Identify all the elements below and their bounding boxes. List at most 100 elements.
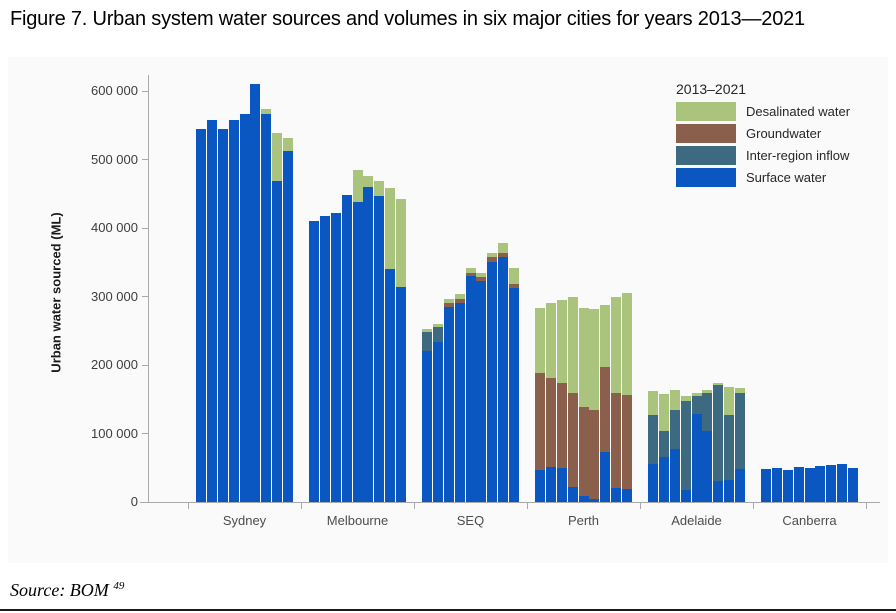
bar-segment (647, 391, 658, 415)
bar-segment (385, 187, 396, 270)
bar-segment (545, 467, 556, 502)
bar-segment (421, 332, 432, 352)
legend-label: Groundwater (746, 126, 822, 141)
bar-segment (283, 151, 294, 502)
bar-segment (680, 400, 691, 490)
bar-segment (421, 351, 432, 502)
bar-segment (793, 467, 804, 502)
bar-segment (545, 378, 556, 468)
bar-segment (724, 480, 735, 502)
bar-segment (702, 431, 713, 502)
bar-segment (239, 114, 250, 502)
y-tick-mark (142, 296, 148, 297)
bar-segment (498, 243, 509, 254)
legend-item: Inter-region inflow (668, 145, 883, 167)
bar-segment (578, 495, 589, 502)
x-category-label: SEQ (456, 513, 485, 528)
y-tick-mark (142, 364, 148, 366)
bar-segment (589, 410, 600, 500)
bottom-rule (0, 609, 896, 611)
bar-segment (465, 272, 476, 276)
y-tick-mark (142, 227, 148, 229)
bar-segment (363, 175, 374, 187)
y-tick-label: 0 (130, 494, 138, 509)
y-tick-label: 200 000 (91, 357, 138, 372)
bar-segment (261, 114, 272, 502)
x-category-label: Melbourne (326, 513, 389, 528)
bar-segment (498, 253, 509, 258)
bar-segment (782, 470, 793, 502)
y-tick-mark (142, 433, 148, 434)
legend-swatch (676, 102, 736, 121)
bar-segment (217, 129, 228, 502)
legend-swatch (676, 168, 736, 187)
y-tick-label: 400 000 (91, 220, 138, 235)
bar-segment (680, 489, 691, 502)
x-category-label: Adelaide (671, 513, 722, 528)
bar-segment (713, 383, 724, 385)
bar-segment (647, 415, 658, 464)
bar-segment (691, 393, 702, 396)
legend: 2013–2021 Desalinated water Groundwater In… (668, 81, 883, 189)
bar-segment (691, 414, 702, 502)
bar-segment (702, 393, 713, 432)
bar-segment (600, 451, 611, 502)
source-text: Source: BOM (10, 580, 109, 600)
bar-segment (669, 390, 680, 410)
chart-panel: Urban water sourced (ML) 2013–2021 Desal… (8, 57, 888, 563)
bar-segment (567, 486, 578, 502)
bar-segment (341, 195, 352, 502)
legend-rows: Desalinated water Groundwater Inter-region… (668, 101, 883, 189)
bar-segment (487, 261, 498, 502)
bar-segment (622, 395, 633, 489)
bar-segment (454, 303, 465, 502)
y-tick-mark (142, 90, 148, 92)
bar-segment (556, 299, 567, 383)
bar-segment (272, 132, 283, 182)
bar-segment (385, 269, 396, 502)
bar-segment (476, 276, 487, 282)
x-category-label: Canberra (782, 513, 837, 528)
bar-segment (611, 488, 622, 502)
bar-segment (352, 169, 363, 202)
bar-segment (658, 457, 669, 502)
bar-segment (545, 303, 556, 378)
legend-item: Desalinated water (668, 101, 883, 123)
bar-segment (567, 393, 578, 487)
bar-segment (658, 430, 669, 458)
bar-segment (578, 308, 589, 407)
legend-label: Desalinated water (746, 104, 851, 119)
bar-segment (509, 284, 520, 288)
bar-segment (363, 186, 374, 502)
bar-segment (487, 253, 498, 258)
bar-segment (272, 181, 283, 502)
bar-segment (578, 406, 589, 496)
bar-segment (567, 297, 578, 394)
x-category-label: Sydney (222, 513, 267, 528)
legend-swatch (676, 124, 736, 143)
bar-segment (848, 468, 859, 502)
x-tick-mark (866, 503, 867, 509)
bar-segment (465, 268, 476, 273)
bar-segment (691, 395, 702, 415)
bar-segment (804, 467, 815, 502)
bar-segment (815, 465, 826, 502)
bar-segment (600, 304, 611, 368)
bar-segment (250, 84, 261, 502)
bar-segment (465, 275, 476, 502)
bar-segment (443, 307, 454, 502)
bar-segment (396, 286, 407, 502)
bar-segment (611, 296, 622, 394)
x-axis-line (140, 502, 880, 503)
bar-segment (735, 393, 746, 470)
bar-segment (509, 267, 520, 285)
bar-segment (556, 468, 567, 502)
bar-segment (724, 386, 735, 415)
legend-item: Surface water (668, 167, 883, 189)
bar-segment (432, 342, 443, 502)
y-tick-label: 300 000 (91, 288, 138, 304)
bar-segment (443, 299, 454, 303)
bar-segment (476, 281, 487, 502)
y-tick-label: 600 000 (91, 83, 138, 98)
bar-segment (432, 323, 443, 328)
